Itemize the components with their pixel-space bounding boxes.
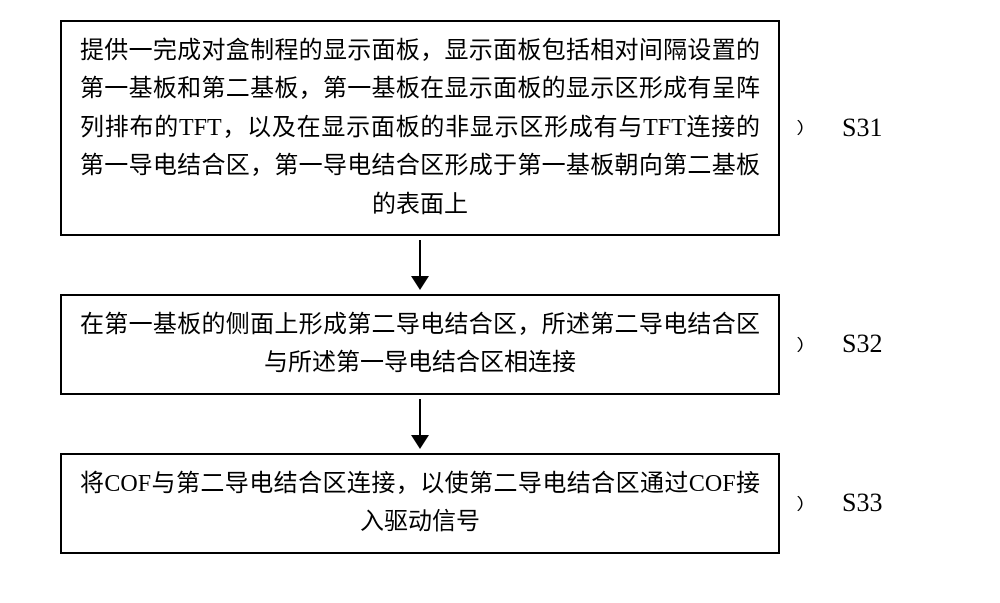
arrow-head-icon: [411, 435, 429, 449]
arrow-head-icon: [411, 276, 429, 290]
flowchart-container: 提供一完成对盒制程的显示面板，显示面板包括相对间隔设置的第一基板和第二基板，第一…: [60, 20, 940, 554]
step-box-s33: 将COF与第二导电结合区连接，以使第二导电结合区通过COF接入驱动信号: [60, 453, 780, 554]
brace-icon: ⌒: [780, 120, 809, 136]
arrow-line: [419, 399, 421, 435]
step-row-s32: 在第一基板的侧面上形成第二导电结合区，所述第二导电结合区与所述第一导电结合区相连…: [60, 294, 940, 395]
brace-icon: ⌒: [780, 336, 809, 352]
step-row-s33: 将COF与第二导电结合区连接，以使第二导电结合区通过COF接入驱动信号 ⌒ S3…: [60, 453, 940, 554]
brace-icon: ⌒: [780, 495, 809, 511]
arrow-s31-s32: [411, 240, 429, 290]
arrow-s32-s33: [411, 399, 429, 449]
arrow-line: [419, 240, 421, 276]
step-label-s31: S31: [842, 113, 882, 143]
step-label-s32: S32: [842, 329, 882, 359]
step-label-s33: S33: [842, 488, 882, 518]
step-row-s31: 提供一完成对盒制程的显示面板，显示面板包括相对间隔设置的第一基板和第二基板，第一…: [60, 20, 940, 236]
step-box-s31: 提供一完成对盒制程的显示面板，显示面板包括相对间隔设置的第一基板和第二基板，第一…: [60, 20, 780, 236]
step-box-s32: 在第一基板的侧面上形成第二导电结合区，所述第二导电结合区与所述第一导电结合区相连…: [60, 294, 780, 395]
